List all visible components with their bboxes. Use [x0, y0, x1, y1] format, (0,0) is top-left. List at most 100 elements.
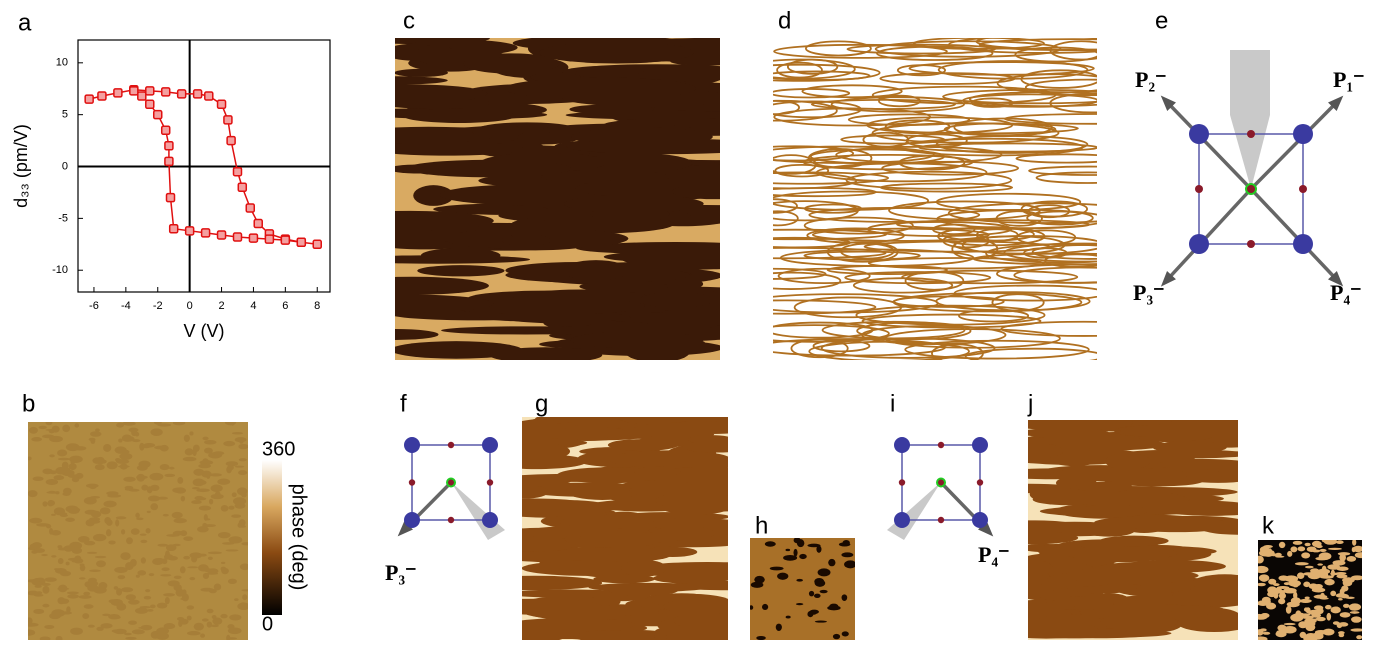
domain — [1308, 583, 1319, 590]
domain — [103, 500, 117, 508]
domain — [593, 574, 655, 584]
domain — [29, 426, 38, 434]
domain — [210, 624, 219, 628]
domain — [937, 60, 1089, 80]
domain — [1049, 40, 1097, 61]
domain — [566, 138, 720, 155]
marker — [137, 91, 147, 101]
domain — [841, 594, 848, 601]
domain — [871, 122, 1060, 144]
domain — [1341, 585, 1349, 592]
atom-a — [1293, 234, 1313, 254]
domain — [773, 58, 856, 80]
domain — [49, 470, 58, 475]
domain — [1288, 579, 1301, 587]
domain — [238, 470, 248, 476]
domain — [403, 108, 516, 123]
domain — [148, 573, 155, 577]
domain — [1339, 612, 1351, 618]
domain — [131, 429, 138, 437]
domain — [1277, 624, 1287, 632]
domain — [169, 466, 175, 470]
domain — [28, 490, 38, 498]
domain — [830, 96, 965, 113]
domain — [57, 547, 69, 551]
domain — [773, 246, 887, 260]
domain — [131, 439, 141, 443]
domain — [802, 153, 974, 171]
domain — [395, 231, 514, 242]
domain — [57, 457, 71, 461]
domain — [198, 463, 211, 469]
domain — [931, 223, 976, 236]
domain — [612, 417, 728, 422]
domain — [522, 598, 603, 615]
domain — [862, 131, 910, 148]
domain — [1278, 541, 1286, 549]
domain — [1022, 247, 1068, 259]
domain — [1305, 621, 1316, 627]
marker — [204, 91, 214, 101]
atom-o — [937, 516, 945, 524]
domain — [1292, 540, 1303, 545]
domain — [773, 271, 842, 290]
domain — [201, 618, 209, 622]
domain — [1014, 46, 1097, 63]
domain — [1273, 583, 1280, 587]
arrow-head — [1328, 95, 1344, 111]
domain — [395, 294, 494, 314]
domain — [42, 603, 50, 608]
domain — [227, 578, 237, 585]
domain — [212, 617, 223, 625]
domain — [806, 227, 905, 244]
domain — [793, 296, 903, 319]
domain — [769, 566, 784, 571]
domain — [548, 417, 617, 424]
domain — [125, 562, 134, 570]
panel-label: h — [755, 512, 768, 539]
domain — [155, 632, 169, 640]
marker — [223, 115, 233, 125]
domain — [137, 570, 147, 576]
x-tick-label: -2 — [153, 300, 163, 312]
atom-a — [482, 437, 498, 453]
domain — [114, 566, 128, 573]
domain — [1099, 535, 1169, 547]
domain — [222, 542, 235, 545]
domain — [1356, 635, 1362, 640]
domain — [842, 540, 850, 546]
domain — [814, 578, 825, 585]
domain — [1100, 613, 1178, 631]
domain — [441, 326, 611, 335]
domain — [1334, 606, 1339, 609]
domain — [774, 163, 830, 178]
tip — [451, 482, 505, 540]
domain — [1259, 546, 1270, 554]
domain — [49, 454, 55, 458]
domain — [773, 210, 799, 227]
domain — [232, 497, 247, 506]
domain — [773, 154, 817, 175]
domain — [1020, 69, 1097, 89]
domain — [563, 194, 704, 213]
atom-a — [1189, 234, 1209, 254]
domain — [120, 529, 126, 535]
y-tick-label: 5 — [62, 109, 68, 121]
domain — [1024, 78, 1097, 97]
domain — [86, 551, 98, 554]
atom-o — [486, 479, 494, 486]
domain — [901, 269, 1079, 285]
domain — [655, 624, 728, 638]
domain — [562, 424, 614, 441]
domain — [29, 543, 39, 550]
atom-b — [936, 477, 946, 488]
domain — [83, 591, 91, 596]
domain — [85, 519, 95, 527]
domain — [1330, 606, 1341, 614]
domain — [157, 423, 172, 427]
domain — [177, 477, 184, 484]
domain — [861, 313, 1042, 329]
domain — [227, 627, 242, 635]
domain — [1028, 420, 1134, 431]
